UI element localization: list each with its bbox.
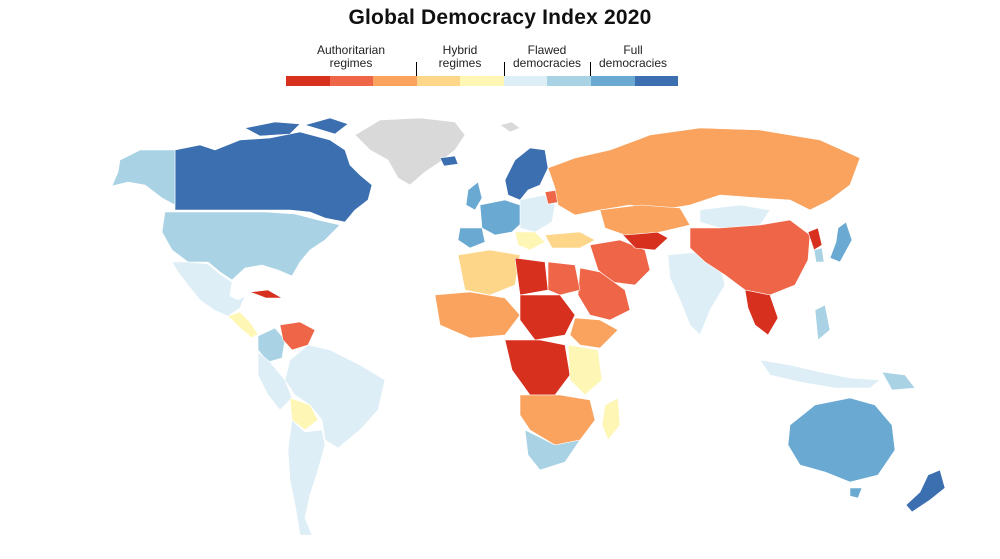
region-iceland[interactable] xyxy=(439,155,459,167)
region-western-europe[interactable] xyxy=(479,199,526,236)
region-brazil[interactable] xyxy=(284,344,386,449)
legend-divider-3 xyxy=(590,62,591,76)
region-japan[interactable] xyxy=(829,221,853,263)
legend-label-hybrid: Hybrid regimes xyxy=(438,43,482,70)
legend-swatch-5 xyxy=(460,76,504,86)
region-east-africa[interactable] xyxy=(567,344,603,396)
region-morocco-algeria[interactable] xyxy=(457,249,521,296)
region-australia[interactable] xyxy=(787,397,896,483)
region-west-africa[interactable] xyxy=(434,291,521,339)
region-argentina-chile[interactable] xyxy=(287,419,326,536)
region-greenland[interactable] xyxy=(354,117,466,186)
region-peru-ecuador[interactable] xyxy=(257,351,293,411)
region-south-korea[interactable] xyxy=(813,247,825,263)
region-cuba[interactable] xyxy=(249,289,283,299)
region-egypt[interactable] xyxy=(547,261,581,296)
region-mainland-southeast-asia[interactable] xyxy=(744,289,779,336)
region-bolivia[interactable] xyxy=(289,397,319,431)
region-madagascar[interactable] xyxy=(601,397,621,441)
region-canada-arctic[interactable] xyxy=(244,117,349,137)
region-china[interactable] xyxy=(689,219,811,296)
region-central-america[interactable] xyxy=(227,311,259,339)
legend-swatch-9 xyxy=(634,76,679,86)
region-papua[interactable] xyxy=(881,371,916,391)
region-indonesia[interactable] xyxy=(759,359,881,389)
legend-label-full: Full democracies xyxy=(598,43,668,70)
region-alaska[interactable] xyxy=(111,149,176,206)
region-arabia[interactable] xyxy=(577,267,631,321)
region-libya[interactable] xyxy=(514,257,549,296)
region-eastern-europe[interactable] xyxy=(519,194,556,233)
region-colombia[interactable] xyxy=(257,327,286,363)
legend-label-flawed: Flawed democracies xyxy=(512,43,582,70)
region-new-zealand[interactable] xyxy=(905,469,946,513)
region-mongolia[interactable] xyxy=(699,204,771,229)
legend-swatch-8 xyxy=(590,76,635,86)
legend-swatch-6 xyxy=(503,76,548,86)
legend-swatch-2 xyxy=(329,76,374,86)
legend-swatch-1 xyxy=(286,76,330,86)
legend: Authoritarian regimes Hybrid regimes Fla… xyxy=(286,43,679,88)
legend-divider-1 xyxy=(416,62,417,76)
world-map xyxy=(111,117,946,536)
legend-divider-2 xyxy=(504,62,505,76)
region-scandinavia[interactable] xyxy=(504,147,549,201)
region-russia[interactable] xyxy=(547,127,861,216)
region-korea[interactable] xyxy=(807,227,823,251)
region-svalbard[interactable] xyxy=(499,121,521,133)
map-title: Global Democracy Index 2020 xyxy=(348,6,652,29)
region-south-africa[interactable] xyxy=(524,429,581,471)
region-horn-of-africa[interactable] xyxy=(569,317,619,349)
region-sudan[interactable] xyxy=(519,294,576,341)
region-central-africa[interactable] xyxy=(504,339,571,396)
region-iberia[interactable] xyxy=(457,227,486,249)
region-mexico[interactable] xyxy=(171,261,246,317)
legend-swatch-4 xyxy=(416,76,461,86)
legend-swatch-3 xyxy=(373,76,417,86)
region-turkey[interactable] xyxy=(544,231,596,249)
region-uk-ireland[interactable] xyxy=(465,181,483,211)
region-tasmania[interactable] xyxy=(849,487,863,499)
legend-swatch-7 xyxy=(547,76,591,86)
legend-label-authoritarian: Authoritarian regimes xyxy=(316,43,386,70)
legend-color-scale xyxy=(286,76,679,86)
region-canada[interactable] xyxy=(174,131,373,223)
region-kazakhstan[interactable] xyxy=(599,204,691,236)
region-philippines[interactable] xyxy=(814,304,831,341)
region-balkans[interactable] xyxy=(514,231,546,251)
